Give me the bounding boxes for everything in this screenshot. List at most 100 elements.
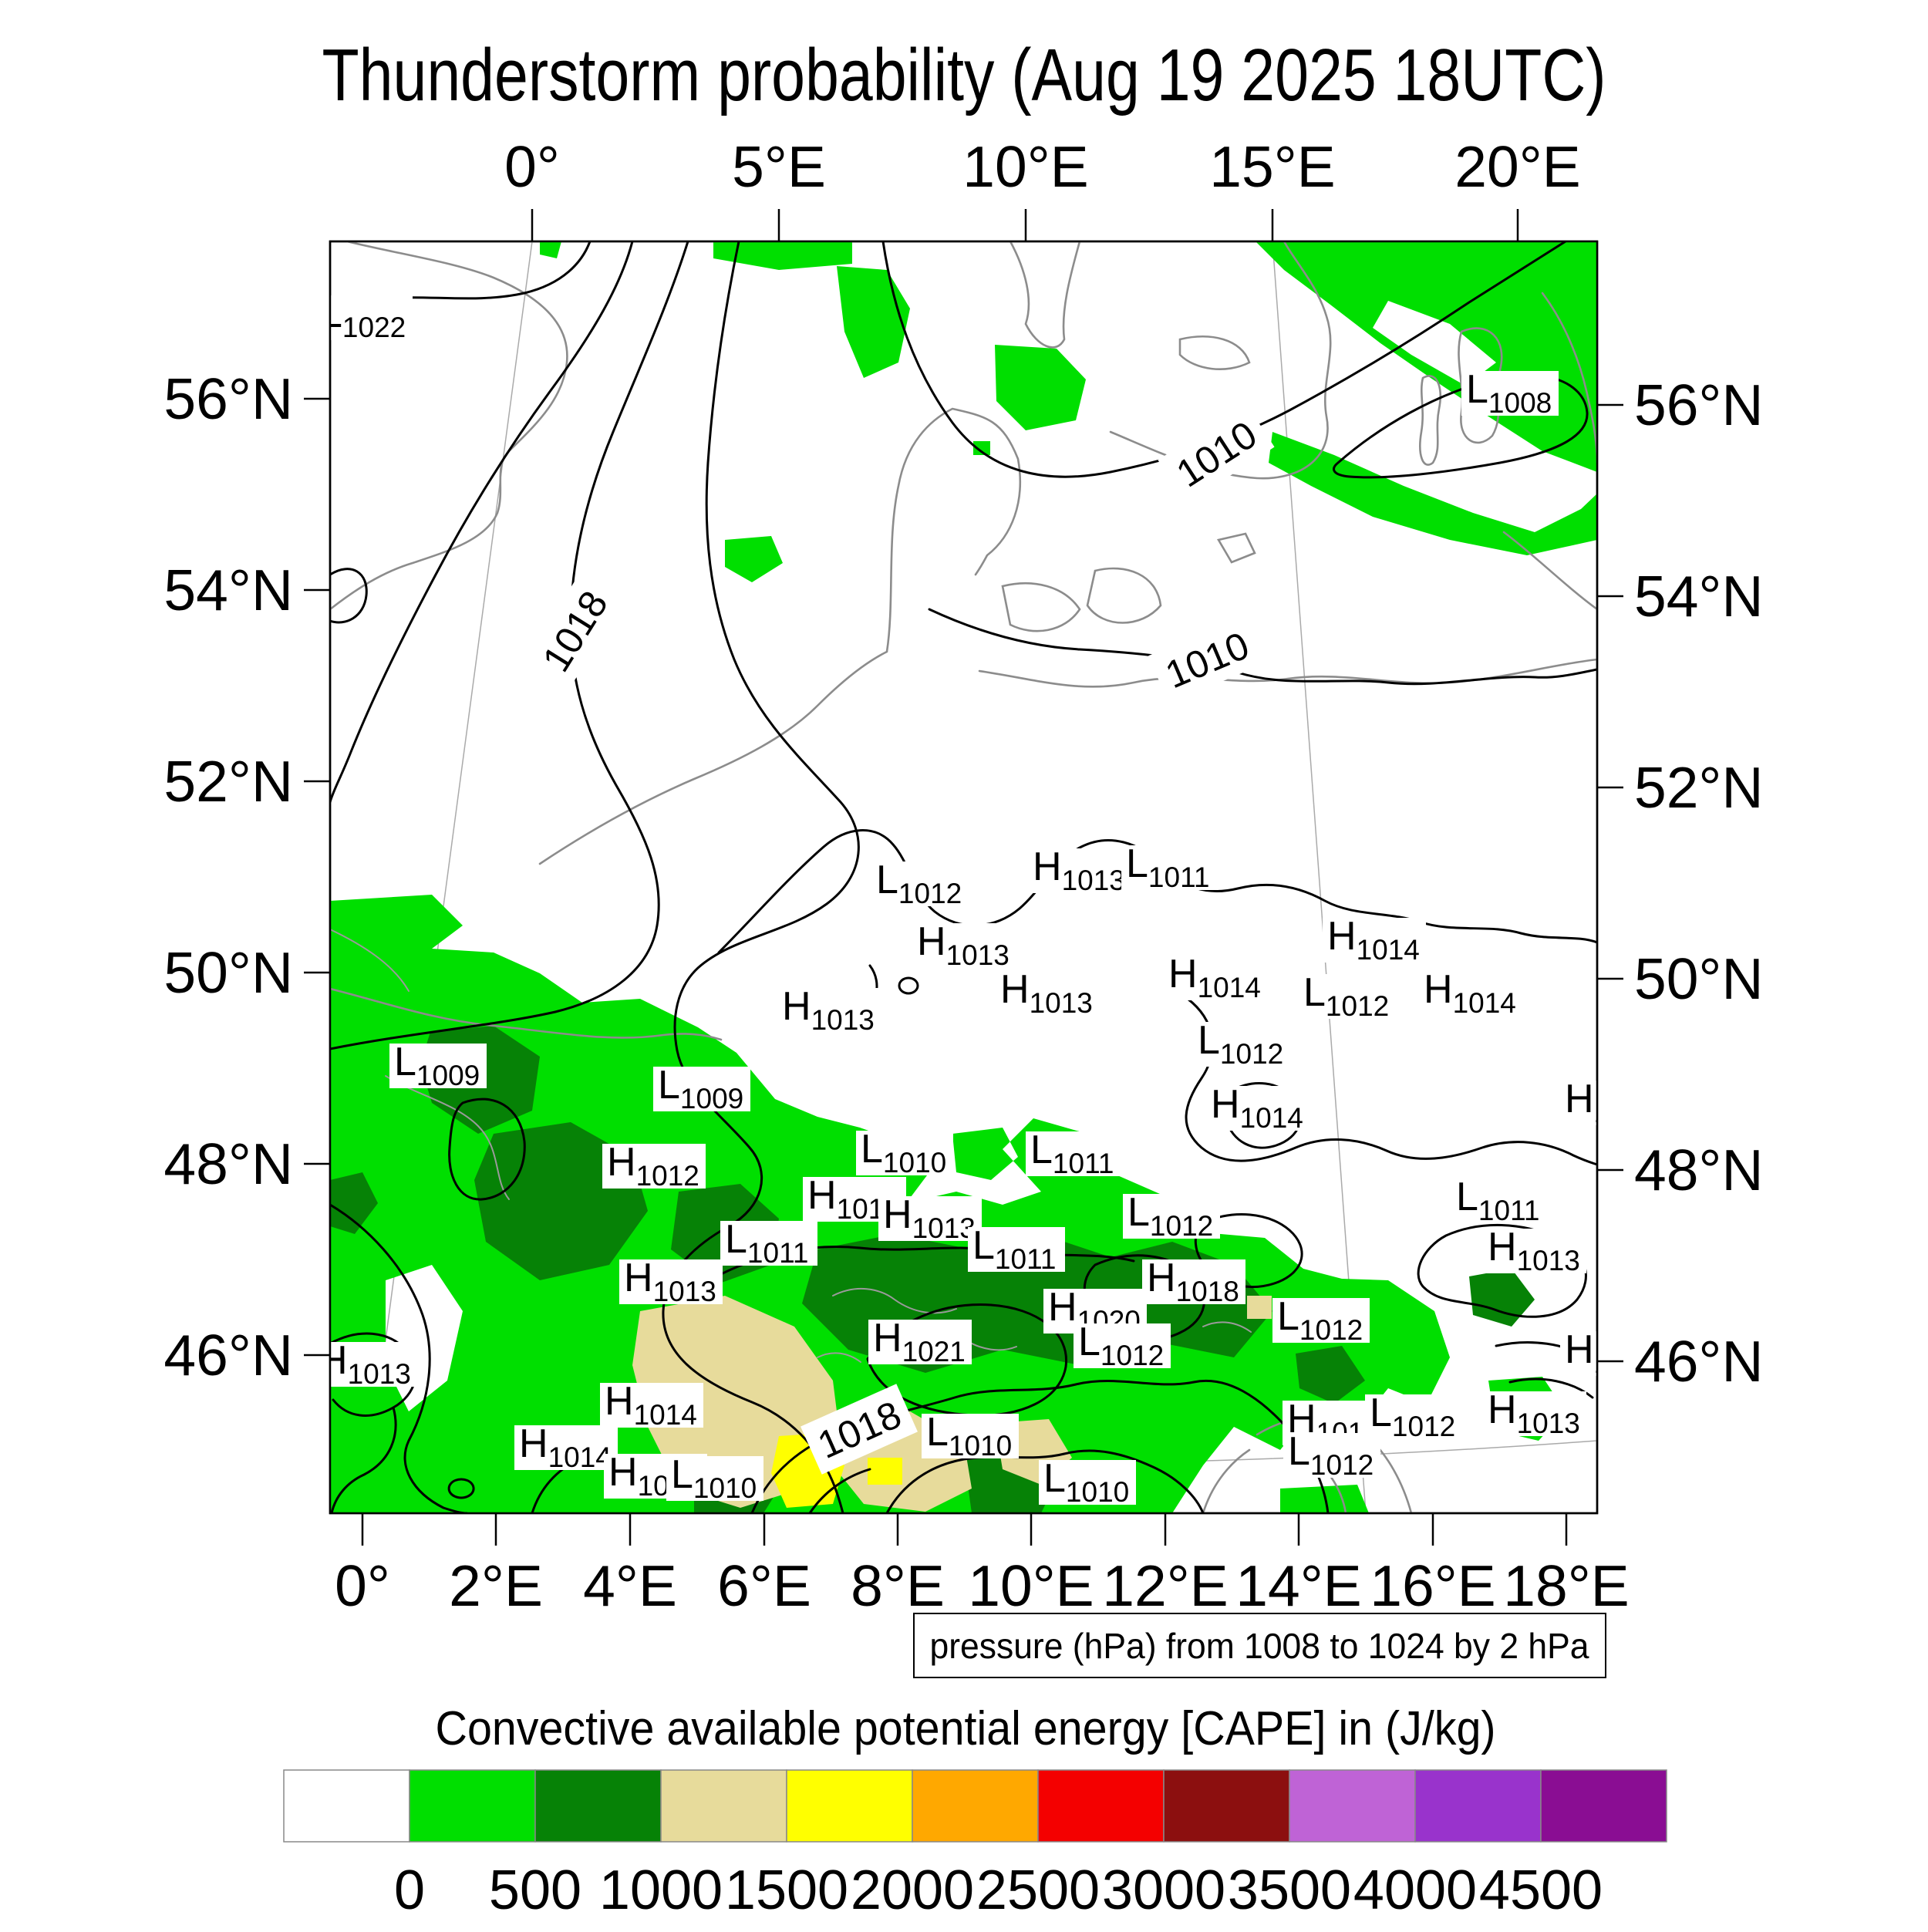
svg-text:H1014: H1014: [1327, 914, 1420, 966]
svg-text:H1013: H1013: [883, 1192, 976, 1244]
colorbar-tick-label: 500: [489, 1860, 581, 1921]
colorbar-tick-label: 4500: [1479, 1860, 1603, 1921]
svg-text:L1011: L1011: [1456, 1175, 1540, 1226]
pressure-center-label: L1012: [871, 858, 969, 909]
colorbar-heading: Convective available potential energy [C…: [436, 1702, 1496, 1755]
bottom-axis-label: 14°E: [1235, 1553, 1361, 1618]
bottom-axis-label: 2°E: [449, 1553, 543, 1618]
bottom-axis-label: 8°E: [851, 1553, 945, 1618]
colorbar-tick-label: 3000: [1102, 1860, 1225, 1921]
svg-text:H1014: H1014: [605, 1379, 697, 1431]
colorbar-segment: [1289, 1769, 1416, 1843]
pressure-center-label: H1014: [1206, 1082, 1309, 1134]
top-axis-label: 0°: [504, 134, 560, 199]
svg-text:H1013: H1013: [1033, 845, 1125, 896]
svg-text:L1012: L1012: [1370, 1391, 1455, 1442]
svg-text:L1011: L1011: [1030, 1128, 1114, 1179]
pressure-center-label: H1013: [619, 1256, 723, 1307]
pressure-center-label: H1014: [600, 1379, 703, 1431]
colorbar-tick-label: 1500: [725, 1860, 848, 1921]
pressure-center-label: L1012: [1074, 1320, 1171, 1371]
map-axes: 0° 5°E 10°E 15°E 20°E0° 2°E 4°E 6°E 8°E 10°E 12°E 1…: [163, 134, 1763, 1618]
left-axis-label: 54°N: [163, 558, 293, 622]
svg-text:L1010: L1010: [926, 1410, 1012, 1462]
colorbar-segment: [912, 1769, 1039, 1843]
pressure-center-label: L1022: [330, 292, 413, 343]
cape-colorbar: 0 500 1000 1500 2000 2500 3000 3500 4000 4500: [283, 1769, 1667, 1921]
svg-text:H1013: H1013: [1565, 1327, 1657, 1379]
svg-text:L1012: L1012: [1078, 1320, 1164, 1371]
pressure-center-label: H1012: [602, 1140, 706, 1192]
right-axis-label: 50°N: [1634, 946, 1764, 1011]
pressure-center-label: H1014: [1560, 1077, 1657, 1128]
svg-text:L1009: L1009: [658, 1063, 743, 1114]
pressure-center-label: L1012: [1272, 1294, 1370, 1346]
colorbar-segment: [1414, 1769, 1542, 1843]
right-axis-label: 54°N: [1634, 564, 1764, 629]
pressure-caption-box: pressure (hPa) from 1008 to 1024 by 2 hP…: [913, 1613, 1606, 1678]
bottom-axis-label: 4°E: [583, 1553, 677, 1618]
svg-text:H1014: H1014: [1211, 1082, 1303, 1134]
pressure-caption-text: pressure (hPa) from 1008 to 1024 by 2 hP…: [930, 1626, 1589, 1666]
svg-text:L1012: L1012: [1288, 1429, 1374, 1481]
bottom-axis-label: 0°: [335, 1553, 390, 1618]
pressure-center-label: H1018: [1142, 1256, 1245, 1307]
right-axis-label: 56°N: [1634, 373, 1764, 437]
svg-text:L1010: L1010: [1043, 1456, 1129, 1508]
svg-text:L1008: L1008: [1466, 367, 1552, 419]
svg-text:L1011: L1011: [725, 1217, 809, 1269]
pressure-center-label: L1010: [856, 1127, 953, 1178]
colorbar-tick-label: 0: [394, 1860, 425, 1921]
pressure-center-label: L1010: [922, 1410, 1019, 1462]
svg-text:L1012: L1012: [1303, 970, 1389, 1022]
pressure-center-label: H1014: [1323, 914, 1426, 966]
pressure-center-label: H1014: [514, 1421, 618, 1473]
pressure-center-label: H1014: [1164, 952, 1267, 1003]
pressure-center-label: H1013: [996, 967, 1099, 1019]
pressure-center-label: L1012: [1299, 970, 1396, 1022]
pressure-center-label: L1012: [1193, 1018, 1290, 1070]
svg-text:H1012: H1012: [607, 1140, 699, 1192]
map-frame-border: [329, 240, 1599, 1515]
pressure-center-label: L1011: [720, 1217, 817, 1269]
svg-text:H1013: H1013: [1488, 1387, 1580, 1439]
top-axis-label: 15°E: [1209, 134, 1335, 199]
svg-text:H1013: H1013: [782, 984, 875, 1036]
colorbar-tick-label: 4000: [1353, 1860, 1477, 1921]
pressure-center-label: H1013: [1028, 845, 1131, 896]
svg-text:L1012: L1012: [876, 858, 962, 909]
colorbar-tick-label: 1000: [599, 1860, 723, 1921]
pressure-center-label: H1013: [912, 919, 1016, 971]
right-axis-label: 48°N: [1634, 1138, 1764, 1202]
colorbar-segment: [283, 1769, 410, 1843]
bottom-axis-label: 16°E: [1370, 1553, 1495, 1618]
svg-text:L1011: L1011: [972, 1223, 1057, 1275]
svg-text:H1014: H1014: [519, 1421, 612, 1473]
svg-text:H1014: H1014: [1565, 1077, 1657, 1128]
colorbar-tick-label: 2500: [976, 1860, 1100, 1921]
pressure-center-label: H1013: [1560, 1327, 1657, 1379]
colorbar-segment: [786, 1769, 913, 1843]
bottom-axis-label: 12°E: [1102, 1553, 1228, 1618]
bottom-axis-label: 18°E: [1503, 1553, 1629, 1618]
colorbar-segment: [1163, 1769, 1290, 1843]
pressure-center-label: H1013: [878, 1192, 982, 1244]
pressure-center-label: H1021: [868, 1316, 972, 1367]
pressure-center-label: L1012: [1123, 1190, 1220, 1242]
colorbar-segment: [409, 1769, 536, 1843]
svg-text:H1021: H1021: [873, 1316, 966, 1367]
svg-text:H1014: H1014: [1424, 967, 1516, 1019]
pressure-center-label: L1009: [389, 1040, 487, 1091]
left-axis-label: 50°N: [163, 940, 293, 1005]
pressure-center-label: L1012: [1283, 1429, 1380, 1481]
svg-text:L1009: L1009: [394, 1040, 480, 1091]
colorbar-tick-label: 2000: [851, 1860, 974, 1921]
pressure-center-label: L1011: [1451, 1175, 1549, 1226]
left-axis-label: 56°N: [163, 366, 293, 431]
right-axis-label: 46°N: [1634, 1329, 1764, 1394]
bottom-axis-label: 10°E: [968, 1553, 1094, 1618]
left-axis-label: 46°N: [163, 1323, 293, 1387]
